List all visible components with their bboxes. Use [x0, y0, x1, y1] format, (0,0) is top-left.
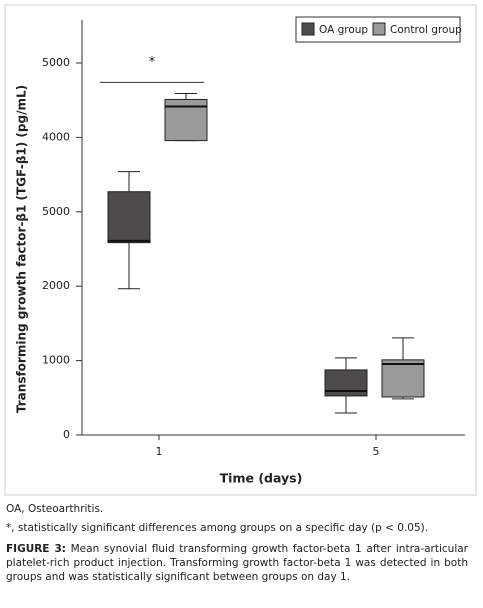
box — [107, 191, 151, 244]
y-tick-label: 1000 — [42, 354, 70, 367]
y-tick-label: 5000 — [42, 205, 70, 218]
significance-mark: * — [149, 55, 156, 70]
note: OA, Osteoarthritis. — [6, 503, 104, 515]
note: *, statistically significant differences… — [6, 522, 429, 534]
frame — [4, 4, 477, 496]
y-tick-label: 4000 — [42, 130, 70, 143]
y-tick-label: 0 — [63, 428, 70, 441]
y-tick-label: 2000 — [42, 279, 70, 292]
box — [381, 359, 425, 398]
caption: FIGURE 3: Mean synovial fluid transformi… — [6, 542, 468, 584]
chart: Transforming growth factor-β1 (TGF-β1) (… — [4, 4, 477, 496]
legend-label: Control group — [390, 24, 462, 36]
y-axis-label: Transforming growth factor-β1 (TGF-β1) (… — [15, 85, 29, 413]
x-axis-label: Time (days) — [220, 471, 303, 486]
legend-swatch — [301, 22, 315, 36]
caption-text: Mean synovial fluid transforming growth … — [6, 543, 468, 583]
box — [324, 369, 368, 397]
legend-label: OA group — [319, 24, 368, 36]
legend-swatch — [372, 22, 386, 36]
caption-label: FIGURE 3: — [6, 543, 66, 555]
x-tick-label: 5 — [373, 445, 380, 458]
x-tick-label: 1 — [156, 445, 163, 458]
y-tick-label: 5000 — [42, 56, 70, 69]
